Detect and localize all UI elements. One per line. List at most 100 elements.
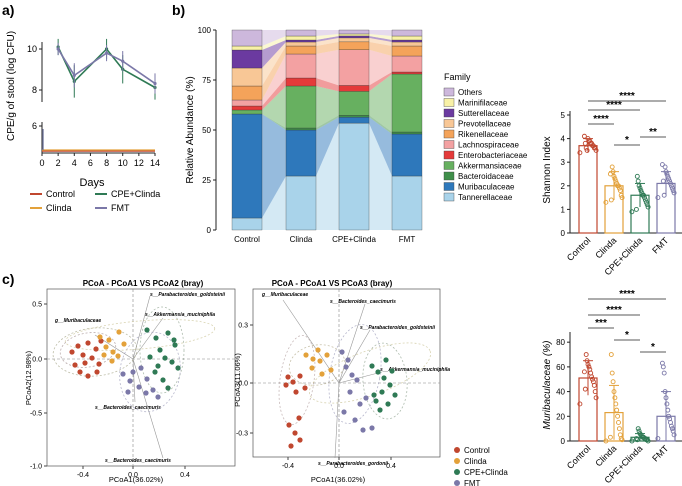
pcoa2-vector [338,303,366,384]
shannon-point [617,188,623,193]
panel-a-legend-label: CPE+Clinda [111,189,160,199]
panel-a-ylabel: CPE/g of stool (log CFU) [6,31,17,141]
panel-label-c: c) [2,271,14,287]
panel-b-ytick-label: 25 [202,176,211,185]
panel-b-bar-segment [231,99,263,107]
panel-b-bar-segment [285,53,317,79]
panel-b-bar-segment [391,133,423,177]
panel-b-xtick-label: CPE+Clinda [332,235,376,244]
panel-b-flow-ribbon [262,78,286,110]
panel-b-legend-label: Tannerellaceae [458,193,513,202]
muribaculaceae-point [615,413,621,419]
panel-b-flow-ribbon [369,72,392,92]
pcoa1-point-fmt [138,365,144,371]
pcoa2-ellipse [278,334,316,426]
muribaculaceae-point [603,438,609,444]
pcoa1-point-control [96,361,102,367]
pcoa1-point-fmt [155,394,161,400]
pcoa2-ytick-label: -0.3 [236,431,248,438]
pcoa1-point-cpe [153,335,159,341]
panel-b-flow-ribbon [262,86,286,128]
pcoa2-point-control [290,379,296,385]
pcoa1-point-control [85,340,91,346]
pcoa2-xtick-label: 0.0 [334,463,344,470]
panel-b-bar-segment [285,175,317,231]
muribaculaceae-point [612,395,618,401]
pcoa1-point-cpe [165,385,171,391]
pcoa2-vector [338,329,371,384]
panel-b-legend-swatch [443,119,455,128]
panel-b-legend-swatch [443,87,455,97]
panel-b-stacked-bars: Relative Abundance (%) Family 0 25 50 75 100… [185,26,528,244]
panel-b-flow-ribbon [316,78,339,92]
pcoa2-point-fmt [349,372,355,378]
pcoa2-point-fmt [339,349,345,355]
pcoa2-point-control [288,443,294,449]
panel-b-bar-segment [338,29,370,35]
shannon-point [611,173,617,179]
panel-b-flow-ribbon [316,41,339,54]
panel-a-legend-label: Control [46,189,75,199]
pcoa2-point-cpe [389,368,395,374]
shannon-point [643,199,649,205]
panel-b-xtick-label: FMT [399,235,416,244]
muri-sig-clinda-cpe-stars: * [625,330,629,341]
muribaculaceae-point [629,438,635,444]
panel-a-xtick-label: 2 [56,158,61,168]
pcoa1-point-fmt [127,378,133,384]
muribaculaceae-point [661,370,667,376]
pcoa2-point-cpe [381,375,387,381]
muribaculaceae-point [613,401,619,407]
pcoa1-point-fmt [136,384,142,390]
panel-b-bar-segment [231,105,263,111]
panel-a-point [153,81,157,86]
pcoa1-ellipse [59,332,117,368]
pcoa2-point-cpe [392,392,398,398]
pcoa1-vector [132,295,151,360]
panel-b-flow-ribbon [262,176,286,230]
pcoa2-point-fmt [341,409,347,415]
pcoa2-ytick-label: 0.0 [238,381,248,388]
pcoa-legend-label: CPE+Clinda [464,468,508,477]
shannon-ytick-label: 0 [561,229,566,238]
pcoa1-point-cpe [147,354,153,360]
panel-a-point [104,51,109,55]
pcoa1-vector [132,358,136,403]
panel-b-legend-label: Enterobacteriaceae [458,151,528,160]
pcoa1-xtick-label: -0.4 [77,472,89,479]
shannon-point [666,176,672,182]
shannon-point [664,171,670,177]
panel-a-point [121,59,125,63]
panel-a-ytick-label: 10 [27,44,37,54]
pcoa-legend-swatch [454,469,460,475]
pcoa1-point-fmt [150,387,156,393]
pcoa2-point-fmt [357,401,363,407]
pcoa2-ylabel: PCoA3(11.06%) [233,353,242,407]
shannon-sig-ctrl-cpe-stars: **** [606,100,622,111]
shannon-point [603,199,609,205]
pcoa2-point-fmt [360,427,366,433]
shannon-point [613,178,619,184]
muribaculaceae-point [662,389,668,395]
pcoa2-point-control [283,382,289,388]
panel-a-ytick-label: 6 [32,121,37,131]
shannon-point [668,183,674,189]
panel-b-flow-ribbon [262,30,286,46]
pcoa2-point-control [292,430,298,436]
muribaculaceae-point [583,352,589,357]
muri-sig-ctrl-fmt-stars: **** [619,289,635,300]
panel-a-xtick-label: 10 [118,158,128,168]
panel-b-legend-swatch [443,140,455,149]
panel-b-legend-swatch [443,98,455,107]
panel-label-a: a) [2,2,14,18]
panel-b-bar-segment [285,29,317,37]
muribaculaceae-ytick-label: 80 [556,338,565,347]
panel-b-ytick-label: 0 [207,226,212,235]
shannon-point [612,176,618,182]
muribaculaceae-point [666,413,672,419]
pcoa1-point-control [80,352,86,358]
panel-b-legend-label: Prevotellaceae [458,120,511,129]
muribaculaceae-point [669,426,675,432]
panel-b-bar-segment [231,217,263,231]
